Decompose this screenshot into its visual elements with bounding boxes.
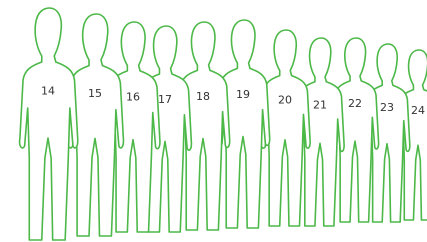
person-number: 19	[236, 88, 250, 101]
person-number: 21	[313, 99, 327, 112]
person-outline	[297, 38, 344, 226]
person-number: 24	[411, 104, 425, 117]
person-outline	[20, 8, 78, 240]
person: 14	[20, 8, 78, 240]
person-number: 18	[196, 90, 210, 103]
person-number: 22	[348, 97, 362, 110]
person-number: 16	[126, 91, 140, 104]
people-illustration: 24 23 22 21 20 19 18 17 16 15 14	[0, 0, 427, 242]
person-number: 23	[380, 101, 394, 114]
person-number: 15	[88, 87, 102, 100]
person-number: 17	[158, 93, 172, 106]
person: 21	[297, 38, 344, 226]
person-number: 14	[41, 85, 55, 98]
person-number: 20	[278, 94, 292, 107]
